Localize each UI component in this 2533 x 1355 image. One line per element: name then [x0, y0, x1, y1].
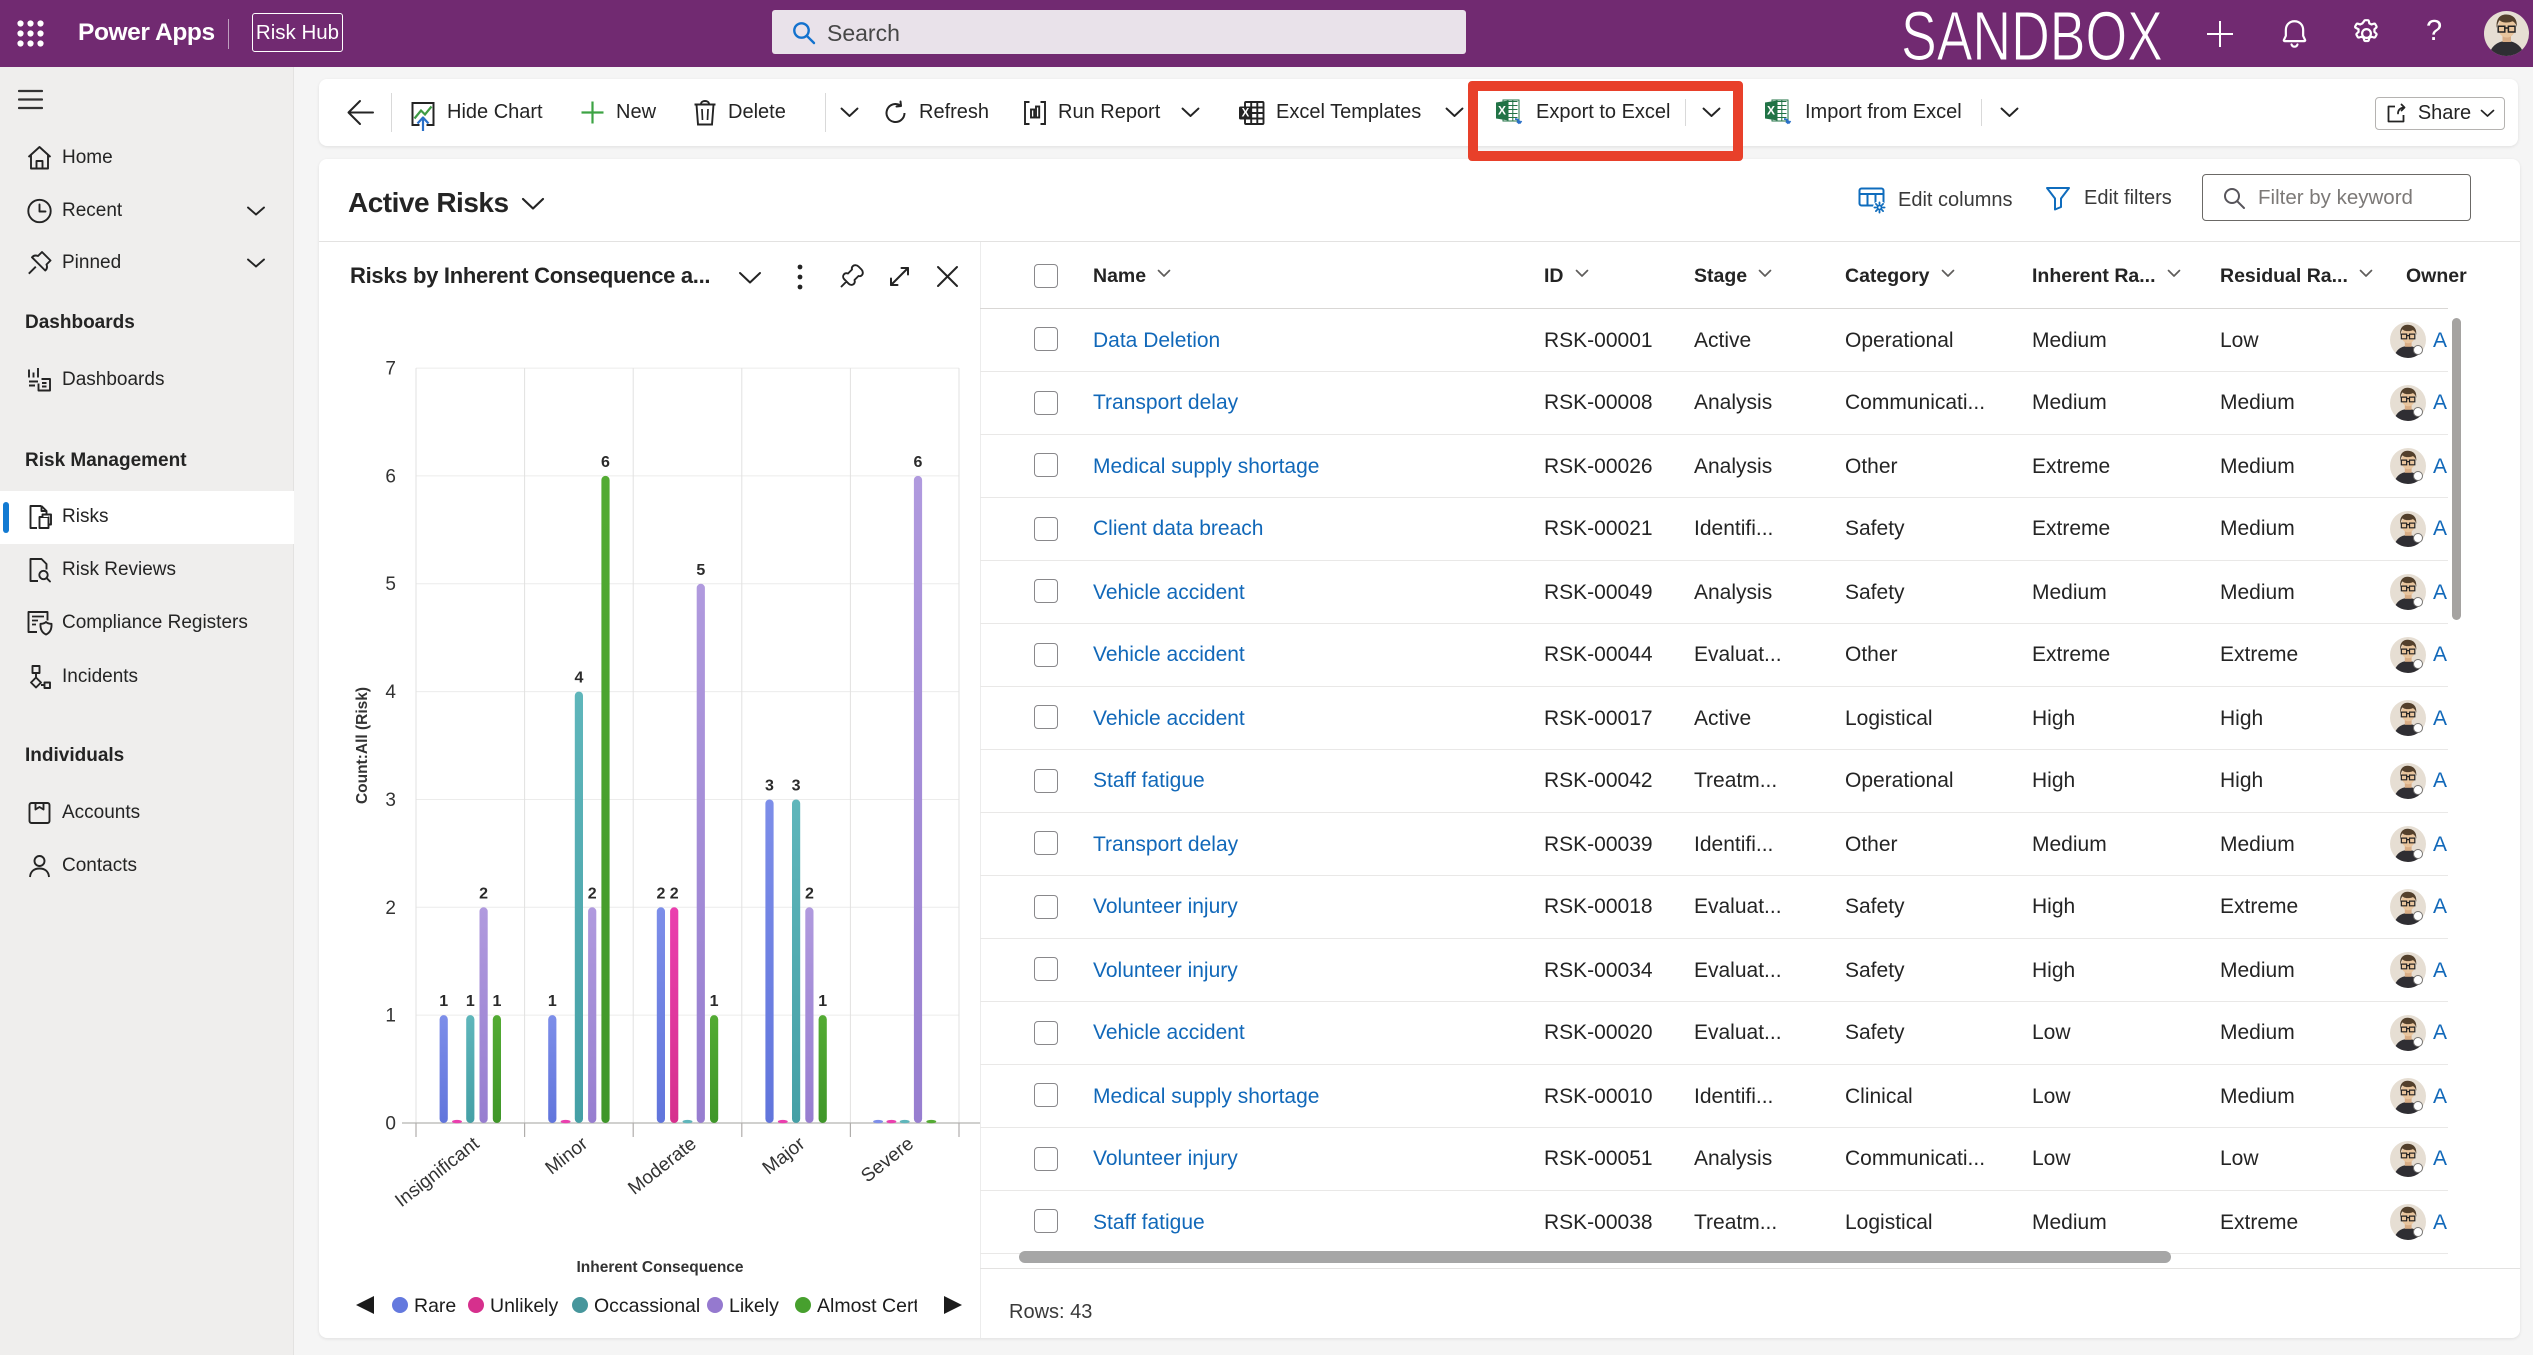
svg-text:Occassional: Occassional [594, 1295, 700, 1317]
svg-text:2: 2 [670, 885, 679, 902]
svg-text:6: 6 [914, 454, 923, 471]
svg-text:Almost Certain: Almost Certain [817, 1295, 945, 1317]
svg-text:1: 1 [492, 993, 501, 1010]
svg-text:1: 1 [710, 993, 719, 1010]
svg-text:4: 4 [574, 670, 583, 687]
svg-text:2: 2 [385, 898, 396, 919]
svg-text:7: 7 [385, 359, 396, 380]
svg-text:6: 6 [385, 466, 396, 487]
svg-text:4: 4 [385, 682, 396, 703]
svg-text:3: 3 [792, 778, 801, 795]
svg-text:5: 5 [696, 562, 705, 579]
svg-text:Severe: Severe [857, 1133, 917, 1187]
svg-text:6: 6 [601, 454, 610, 471]
svg-text:Unlikely: Unlikely [490, 1295, 559, 1317]
svg-text:Count:All (Risk): Count:All (Risk) [354, 687, 371, 804]
svg-text:Moderate: Moderate [624, 1133, 700, 1199]
svg-text:Insignificant: Insignificant [391, 1133, 484, 1212]
svg-text:X: X [1242, 107, 1250, 119]
svg-text:Likely: Likely [729, 1295, 779, 1317]
svg-text:1: 1 [818, 993, 827, 1010]
svg-text:2: 2 [479, 885, 488, 902]
svg-text:2: 2 [588, 885, 597, 902]
svg-text:0: 0 [385, 1114, 396, 1135]
svg-text:1: 1 [548, 993, 557, 1010]
svg-text:1: 1 [466, 993, 475, 1010]
svg-text:1: 1 [385, 1006, 396, 1027]
svg-text:Rare: Rare [414, 1295, 456, 1317]
svg-text:Minor: Minor [542, 1133, 593, 1179]
svg-text:X: X [1498, 104, 1506, 118]
svg-text:3: 3 [385, 790, 396, 811]
svg-text:5: 5 [385, 574, 396, 595]
svg-text:2: 2 [656, 885, 665, 902]
svg-text:2: 2 [805, 885, 814, 902]
svg-text:1: 1 [439, 993, 448, 1010]
svg-text:Major: Major [759, 1133, 810, 1179]
svg-text:X: X [1767, 104, 1775, 118]
svg-text:Inherent Consequence: Inherent Consequence [576, 1259, 743, 1276]
svg-text:3: 3 [765, 778, 774, 795]
